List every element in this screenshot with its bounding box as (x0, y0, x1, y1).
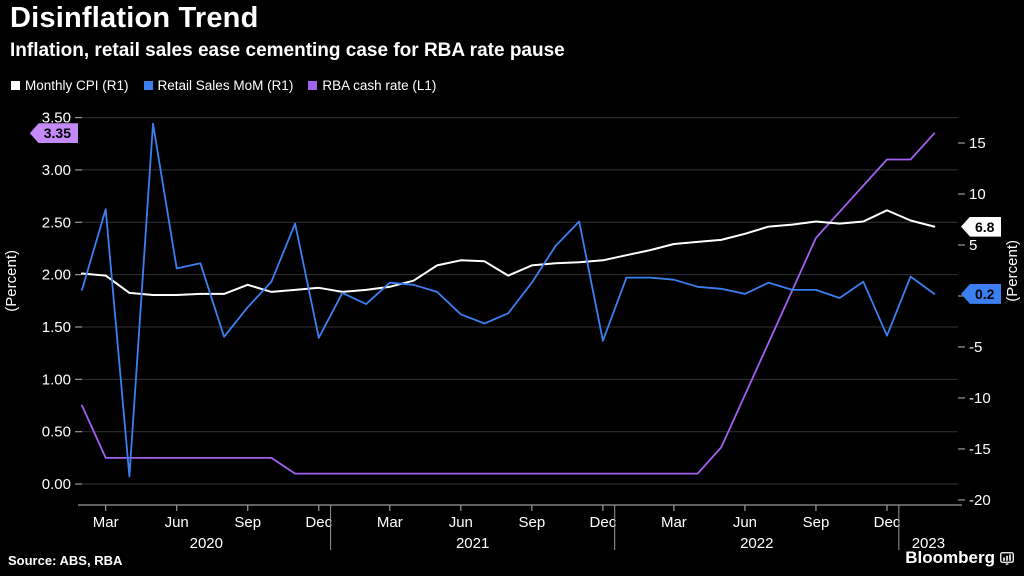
x-axis-month-label: Mar (377, 514, 403, 531)
source-text: Source: ABS, RBA (8, 553, 123, 568)
x-axis-month-label: Mar (93, 514, 119, 531)
right-axis-tick-label: 10 (969, 186, 986, 203)
value-badge-rba-cash-rate-last: 3.35 (29, 123, 78, 144)
page-title: Disinflation Trend (10, 2, 259, 34)
bloomberg-wordmark: Bloomberg (905, 548, 995, 567)
legend-item-monthly-cpi: Monthly CPI (R1) (11, 78, 129, 93)
right-axis-tick-label: -5 (969, 339, 982, 356)
left-axis-tick-label: 1.00 (42, 371, 71, 388)
right-axis-tick-label: 15 (969, 135, 986, 152)
left-axis: 3.50 3.00 2.50 2.00 1.50 1.00 0.50 0.00 (42, 110, 82, 493)
x-axis-year-label: 2022 (740, 535, 773, 552)
right-axis-tick-label: -15 (969, 441, 991, 458)
x-axis-month-label: Sep (234, 514, 261, 531)
right-axis-tick-label: -10 (969, 390, 991, 407)
legend-item-retail-sales: Retail Sales MoM (R1) (143, 78, 294, 93)
x-axis-month-label: Jun (733, 514, 757, 531)
value-badge-retail-sales-last: 0.2 (961, 283, 1002, 304)
right-axis: 151050-5-10-15-20 (958, 135, 991, 509)
x-axis-month-label: Jun (449, 514, 473, 531)
year-dividers: 2020 2021 2022 2023 (190, 505, 945, 552)
bloomberg-terminal-icon (1000, 551, 1014, 565)
x-axis-month-label: Mar (661, 514, 687, 531)
x-axis: Mar Jun Sep Dec Mar Jun Sep Dec Mar Jun Sep Dec (93, 505, 901, 531)
series-line-monthly-cpi (81, 209, 936, 296)
x-axis-month-label: Jun (165, 514, 189, 531)
legend-label-monthly-cpi: Monthly CPI (R1) (25, 78, 129, 93)
legend-item-rba-cash-rate: RBA cash rate (L1) (308, 78, 436, 93)
x-axis-year-label: 2023 (912, 535, 945, 552)
legend-swatch-rba-cash-rate (308, 81, 318, 90)
chart-subtitle: Inflation, retail sales ease cementing c… (10, 40, 565, 61)
x-axis-month-label: Sep (518, 514, 545, 531)
right-axis-title: (Percent) (1004, 240, 1021, 302)
legend: Monthly CPI (R1) Retail Sales MoM (R1) RBA… (11, 78, 436, 93)
bloomberg-logo: Bloomberg (905, 548, 1014, 568)
left-axis-tick-label: 0.50 (42, 424, 71, 441)
value-badge-monthly-cpi-last: 6.8 (961, 216, 1002, 237)
left-axis-tick-label: 3.00 (42, 162, 71, 179)
x-axis-month-label: Dec (590, 514, 617, 531)
legend-swatch-monthly-cpi (11, 81, 20, 90)
series-line-rba-cash-rate (81, 132, 936, 475)
left-axis-title: (Percent) (3, 250, 20, 312)
left-axis-tick-label: 1.50 (42, 319, 71, 336)
left-axis-tick-label: 0.00 (42, 476, 71, 493)
right-axis-tick-label: -20 (969, 492, 991, 509)
left-axis-tick-label: 2.50 (42, 214, 71, 231)
x-axis-year-label: 2020 (190, 535, 223, 552)
legend-label-rba-cash-rate: RBA cash rate (L1) (322, 78, 437, 93)
legend-label-retail-sales: Retail Sales MoM (R1) (157, 78, 294, 93)
x-axis-month-label: Dec (874, 514, 901, 531)
x-axis-year-label: 2021 (456, 535, 489, 552)
right-axis-tick-label: 5 (969, 237, 977, 254)
left-axis-tick-label: 3.50 (42, 110, 71, 127)
legend-swatch-retail-sales (143, 81, 153, 90)
x-axis-month-label: Sep (803, 514, 830, 531)
left-axis-tick-label: 2.00 (42, 267, 71, 284)
series-line-retail-sales (81, 122, 936, 478)
x-axis-month-label: Dec (305, 514, 332, 531)
